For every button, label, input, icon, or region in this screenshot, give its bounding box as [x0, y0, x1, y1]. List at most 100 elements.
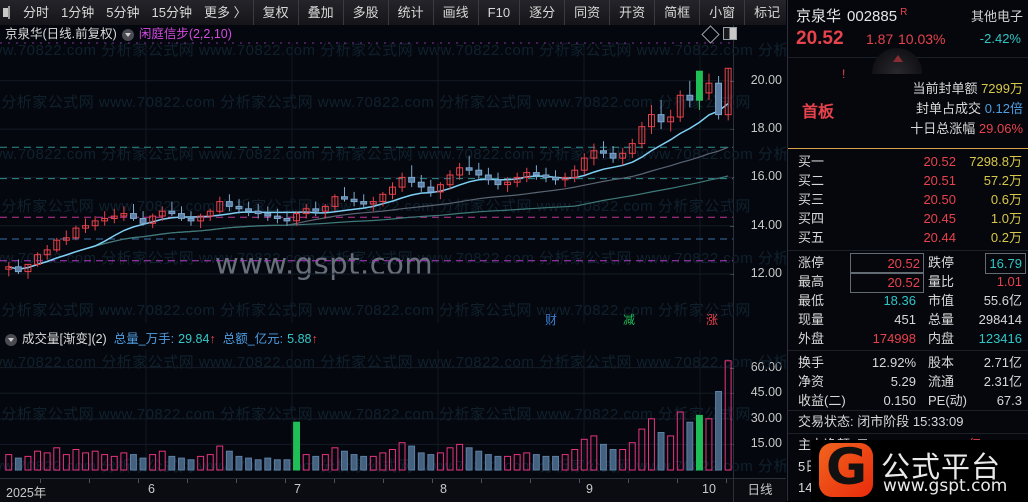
stat-row: 收益(二) 0.150 PE(动) 67.3 — [788, 391, 1028, 410]
bid-table: 买一 20.52 7298.8万 买二 20.51 57.2万 买三 20.50… — [788, 149, 1028, 251]
toolbar-item-diejia[interactable]: 叠加 — [297, 0, 343, 25]
volume-axis — [733, 330, 786, 478]
period-badge[interactable]: 日线 — [733, 479, 786, 502]
toolbar-item-tongji[interactable]: 统计 — [387, 0, 433, 25]
board-row-value: 0.12倍 — [984, 101, 1023, 116]
volume-axis-label: 15.00 — [750, 436, 782, 451]
price-axis-label: 18.00 — [750, 121, 782, 136]
volume-chart-canvas[interactable] — [0, 330, 786, 478]
board-row-label: 当前封单额 — [912, 81, 978, 96]
toolbar-item-jiankuang[interactable]: 简框 — [654, 0, 699, 25]
bid-row-1[interactable]: 买一 20.52 7298.8万 — [788, 152, 1028, 171]
toolbar-item-xiaochuang[interactable]: 小窗 — [699, 0, 744, 25]
bid-level: 买二 — [798, 173, 825, 188]
toolbar-item-15min[interactable]: 15分钟 — [151, 5, 192, 20]
marker-zhang[interactable]: 涨 — [706, 313, 719, 327]
panel-icon[interactable] — [3, 6, 10, 19]
price-axis-label: 12.00 — [750, 266, 782, 281]
toolbar-item-5min[interactable]: 5分钟 — [106, 5, 140, 20]
stat-value: 1.01 — [996, 274, 1022, 289]
price-title-text: 京泉华(日线.前复权) — [5, 27, 117, 41]
stat-row: 现量 451 总量 298414 — [788, 310, 1028, 329]
stat-value: 174998 — [872, 331, 916, 346]
layout-toggle-icon[interactable] — [723, 27, 737, 40]
toolbar-item-fuquan[interactable]: 复权 — [252, 0, 298, 25]
toolbar-item-1min[interactable]: 1分钟 — [61, 5, 95, 20]
volume-stat1-label: 总量_万手: — [113, 332, 175, 346]
stat-label: 总量 — [928, 312, 955, 327]
volume-axis-label: 45.00 — [750, 385, 782, 400]
x-axis-label: 8 — [440, 482, 447, 496]
stat-row: 换手 12.92% 股本 2.71亿 — [788, 353, 1028, 372]
top-toolbar: 分时 1分钟 5分钟 15分钟 更多 〉 复权 叠加 多股 统计 画线 F10 … — [0, 0, 878, 26]
bid-row-4[interactable]: 买四 20.45 1.0万 — [788, 209, 1028, 228]
toolbar-item-f10[interactable]: F10 — [477, 0, 519, 25]
x-axis-label: 2025年 — [6, 486, 47, 500]
stat-value: 298414 — [978, 312, 1022, 327]
sector-change-pct: -2.42% — [979, 31, 1021, 46]
toolbar-item-kaizi[interactable]: 开资 — [609, 0, 654, 25]
last-price: 20.52 — [796, 28, 844, 49]
volume-stat1-arrow: ↑ — [209, 332, 216, 346]
stat-label: 流通 — [928, 374, 955, 389]
price-axis-label: 16.00 — [750, 169, 782, 184]
bid-volume: 7298.8万 — [969, 154, 1022, 169]
x-axis-label: 6 — [148, 482, 155, 496]
bid-row-2[interactable]: 买二 20.51 57.2万 — [788, 171, 1028, 190]
volume-stat2-label: 总额_亿元: — [222, 332, 284, 346]
chevron-down-icon-volume[interactable] — [5, 333, 17, 346]
stat-value: 20.52 — [850, 272, 924, 293]
stat-label: 最低 — [798, 293, 825, 308]
toolbar-item-huaxian[interactable]: 画线 — [432, 0, 478, 25]
x-axis-tick — [285, 479, 286, 483]
toolbar-item-tongzi[interactable]: 同资 — [564, 0, 609, 25]
volume-pane[interactable]: 成交量[渐变](2) 总量_万手: 29.84 ↑ 总额_亿元: 5.88 ↑ … — [0, 330, 786, 478]
bid-price: 20.52 — [923, 154, 956, 169]
stat-value: 18.36 — [883, 293, 916, 308]
alert-icon: ! — [842, 67, 846, 81]
marker-cai[interactable]: 财 — [545, 313, 558, 327]
trade-status-label: 交易状态: — [798, 414, 854, 429]
marker-jian[interactable]: 减 — [623, 313, 636, 327]
gspt-logo-url: www.gspt.com — [883, 476, 1008, 496]
stat-row: 最高 20.52 量比 1.01 — [788, 272, 1028, 293]
toolbar-item-more[interactable]: 更多 〉 — [203, 5, 247, 20]
bid-level: 买一 — [798, 154, 825, 169]
price-pane[interactable]: 京泉华(日线.前复权) 闲庭信步(2,2,10) 财 减 涨 www.gspt.… — [0, 25, 786, 330]
chart-area[interactable]: www.70822.com 分析家公式网 www.70822.com 分析家公式… — [0, 25, 786, 502]
stat-value: 123416 — [978, 331, 1022, 346]
price-change-pct: 10.03% — [898, 31, 946, 47]
toolbar-item-fenshi[interactable]: 分时 — [23, 5, 50, 20]
margin-flag: R — [900, 7, 908, 18]
board-tag: 首板 — [802, 104, 835, 121]
bid-level: 买三 — [798, 192, 825, 207]
stat-label: 市值 — [928, 293, 955, 308]
sector-name[interactable]: 其他电子 — [970, 9, 1023, 24]
board-row-ten-day-gain: 十日总涨幅 29.06% — [910, 118, 1023, 137]
stat-label: 外盘 — [798, 331, 825, 346]
price-chart-canvas[interactable] — [0, 25, 786, 330]
board-row-seal-ratio: 封单占成交 0.12倍 — [916, 98, 1023, 117]
toolbar-item-zhufen[interactable]: 逐分 — [519, 0, 564, 25]
bid-level: 买五 — [798, 230, 825, 245]
price-pane-title: 京泉华(日线.前复权) 闲庭信步(2,2,10) — [0, 25, 232, 44]
x-axis-label: 7 — [294, 482, 301, 496]
bid-row-5[interactable]: 买五 20.44 0.2万 — [788, 228, 1028, 247]
price-axis-label: 14.00 — [750, 217, 782, 232]
trade-status-time: 15:33:09 — [912, 414, 964, 429]
toolbar-item-biaoji[interactable]: 标记 — [744, 0, 789, 25]
x-axis-tick — [726, 479, 727, 483]
stat-value: 16.79 — [985, 253, 1026, 274]
chevron-down-icon[interactable] — [121, 28, 134, 41]
stat-row: 净资 5.29 流通 2.31亿 — [788, 372, 1028, 391]
toolbar-item-duogu[interactable]: 多股 — [342, 0, 388, 25]
stock-name-row: 京泉华 002885 R — [796, 5, 907, 26]
bid-row-3[interactable]: 买三 20.50 0.6万 — [788, 190, 1028, 209]
stat-value: 2.71亿 — [983, 355, 1022, 370]
bid-level: 买四 — [798, 211, 825, 226]
indicator-label: 闲庭信步(2,2,10) — [138, 27, 232, 41]
stat-value: 2.31亿 — [983, 374, 1022, 389]
x-axis-tick — [677, 479, 678, 483]
stat-value: 12.92% — [871, 355, 916, 370]
stat-label: 换手 — [798, 355, 825, 370]
